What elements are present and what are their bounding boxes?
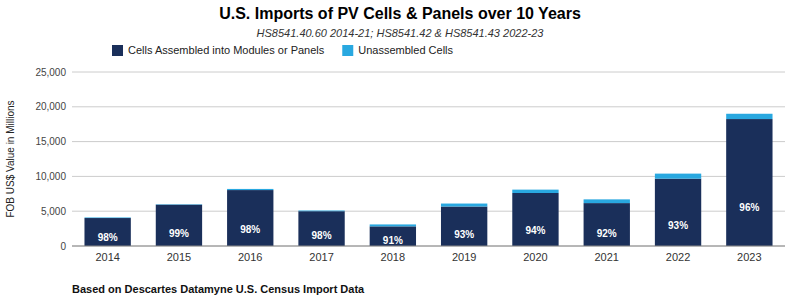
y-tick-label: 15,000 — [35, 136, 66, 147]
share-label: 94% — [525, 225, 545, 236]
x-tick-label: 2020 — [523, 251, 547, 263]
x-tick-label: 2015 — [167, 251, 191, 263]
bar — [298, 210, 344, 212]
share-label: 93% — [454, 229, 474, 240]
bar — [370, 226, 416, 246]
x-tick-label: 2021 — [595, 251, 619, 263]
x-axis: 2014 2015 2016 2017 2018 2019 2020 2021 2022 2023 — [95, 251, 761, 263]
bar — [156, 204, 202, 205]
share-label: 91% — [383, 235, 403, 246]
legend-label: Cells Assembled into Modules or Panels — [128, 44, 325, 56]
title: U.S. Imports of PV Cells & Panels over 1… — [219, 5, 581, 22]
share-label: 98% — [312, 230, 332, 241]
x-tick-label: 2016 — [238, 251, 262, 263]
bar — [726, 119, 772, 246]
grid-line — [72, 106, 785, 107]
x-axis-line — [72, 246, 785, 247]
share-label: 98% — [240, 224, 260, 235]
bar — [512, 190, 558, 193]
y-tick-label: 25,000 — [35, 67, 66, 78]
legend: Cells Assembled into Modules or Panels Un… — [112, 44, 454, 56]
legend-swatch — [342, 45, 353, 56]
share-label: 93% — [668, 220, 688, 231]
share-label: 96% — [739, 202, 759, 213]
bar — [84, 218, 130, 246]
y-tick-label: 5,000 — [41, 206, 66, 217]
x-tick-label: 2023 — [737, 251, 761, 263]
x-tick-label: 2019 — [452, 251, 476, 263]
bar-labels: 98% 99% 98% 98% 91% 93% 94% 92% 93% 96% — [98, 202, 760, 245]
chart: U.S. Imports of PV Cells & Panels over 1… — [0, 0, 800, 303]
y-axis-label: FOB US$ Value in Millions — [5, 100, 16, 217]
bar — [655, 174, 701, 179]
bar — [584, 203, 630, 246]
grid-line — [72, 72, 785, 73]
bar — [655, 179, 701, 246]
x-tick-label: 2014 — [95, 251, 119, 263]
bar — [227, 189, 273, 190]
bar — [441, 207, 487, 246]
share-label: 98% — [98, 232, 118, 243]
bar — [370, 224, 416, 226]
bar — [726, 114, 772, 119]
grid-line — [72, 141, 785, 142]
footnote: Based on Descartes Datamyne U.S. Census … — [72, 283, 365, 295]
x-tick-label: 2017 — [309, 251, 333, 263]
y-axis: 0 5,000 10,000 15,000 20,000 25,000 — [35, 67, 785, 252]
y-tick-label: 20,000 — [35, 101, 66, 112]
x-tick-label: 2022 — [666, 251, 690, 263]
share-label: 92% — [597, 228, 617, 239]
bars — [84, 114, 772, 246]
bar — [441, 204, 487, 207]
bar — [298, 211, 344, 246]
x-tick-label: 2018 — [381, 251, 405, 263]
bar — [227, 190, 273, 246]
y-tick-label: 0 — [60, 241, 66, 252]
bar — [584, 199, 630, 203]
grid-line — [72, 246, 785, 247]
y-tick-label: 10,000 — [35, 171, 66, 182]
legend-swatch — [112, 45, 123, 56]
share-label: 99% — [169, 228, 189, 239]
subtitle: HS8541.40.60 2014-21; HS8541.42 & HS8541… — [257, 27, 545, 39]
bar — [84, 217, 130, 219]
bar — [512, 193, 558, 246]
legend-label: Unassembled Cells — [358, 44, 453, 56]
bar — [156, 205, 202, 246]
